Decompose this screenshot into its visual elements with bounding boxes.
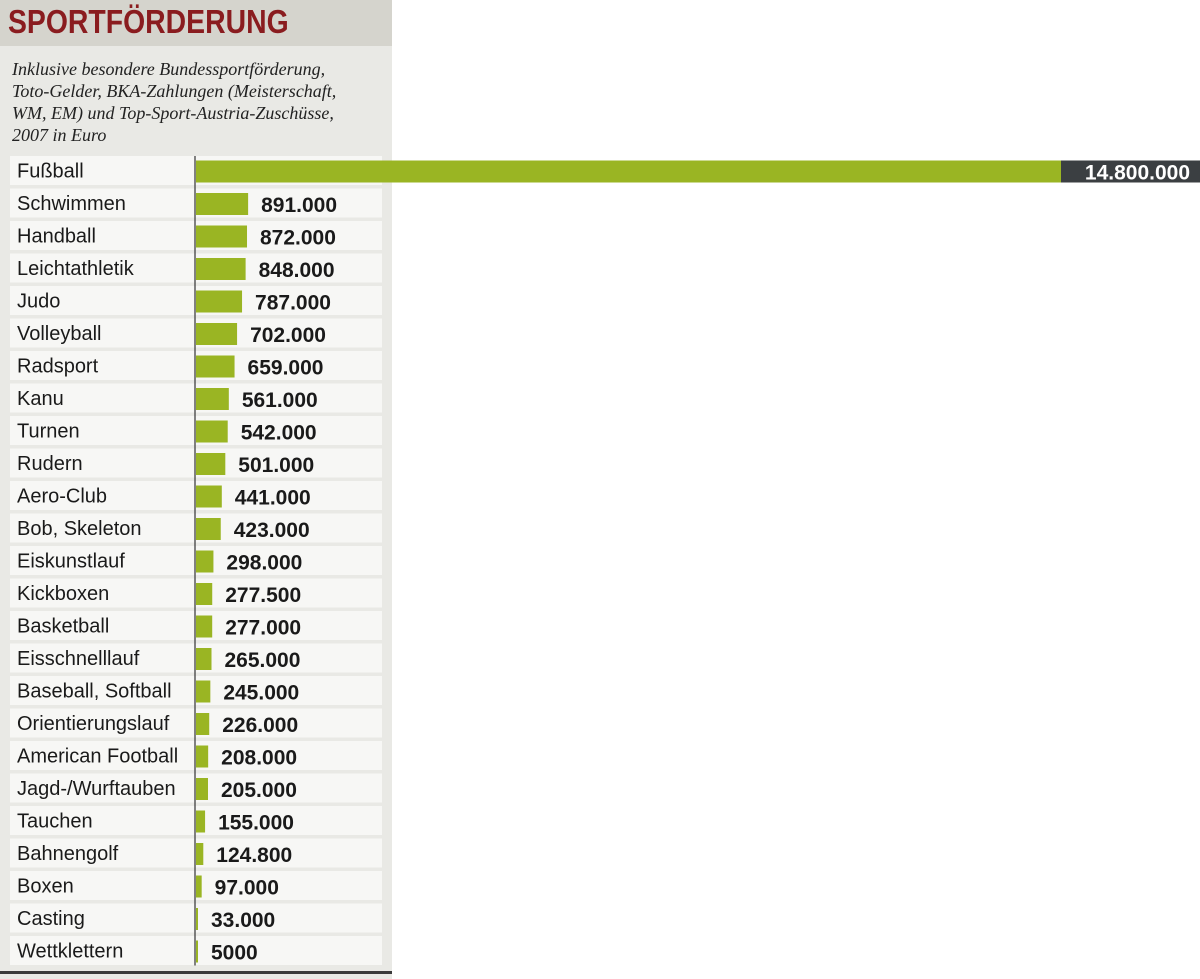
category-label: Judo [17,291,60,313]
category-label: Wettklettern [17,941,123,963]
value-label: 155.000 [218,812,294,835]
category-label: Turnen [17,421,80,443]
bar [196,583,213,605]
bar [196,615,213,638]
value-label: 787.000 [255,292,331,315]
category-label: Eisschnelllauf [17,648,140,670]
bar [196,420,228,443]
value-label: 277.000 [225,617,301,640]
chart-subtitle: Inklusive besondere Bundessportförderung… [12,58,392,146]
category-label: Tauchen [17,811,93,833]
title-bar: SPORTFÖRDERUNG [0,0,392,46]
value-label: 872.000 [260,227,336,250]
category-label: Aero-Club [17,486,107,508]
category-label: Basketball [17,616,109,638]
value-label: 702.000 [250,324,326,347]
category-label: Eiskunstlauf [17,551,125,573]
bar [196,810,206,833]
bar [196,843,204,865]
category-label: Baseball, Softball [17,681,172,703]
category-label: Orientierungslauf [17,713,170,735]
category-label: Boxen [17,876,74,898]
bar [196,323,238,345]
category-label: Casting [17,908,85,930]
value-label: 208.000 [221,747,297,770]
value-label: 298.000 [226,552,302,575]
bar [196,160,1061,183]
bar [196,778,208,800]
category-label: Radsport [17,356,99,378]
value-label: 33.000 [211,909,275,932]
value-label: 561.000 [242,389,318,412]
subtitle-line: WM, EM) und Top-Sport-Austria-Zuschüsse, [12,103,334,123]
category-label: Fußball [17,161,84,183]
value-box [1061,160,1200,183]
bar [196,550,214,573]
value-label: 265.000 [225,649,301,672]
bar [196,680,211,703]
value-label: 97.000 [215,877,279,900]
bar [196,648,212,670]
value-label: 542.000 [241,422,317,445]
category-label: Handball [17,226,96,248]
category-label: Jagd-/Wurftauben [17,778,176,800]
value-label: 226.000 [222,714,298,737]
category-label: Leichtathletik [17,258,135,280]
value-label: 5000 [211,942,258,965]
bar [196,355,235,378]
bar [196,258,246,280]
bar [196,193,249,215]
value-label: 124.800 [216,844,292,867]
category-label: Schwimmen [17,193,126,215]
category-label: Kickboxen [17,583,109,605]
value-label: 441.000 [235,487,311,510]
bar [196,908,198,930]
bar [196,225,248,248]
bar [196,485,222,508]
category-label: Bob, Skeleton [17,518,142,540]
category-label: Kanu [17,388,64,410]
value-label: 14.800.000 [1085,162,1190,185]
category-label: Rudern [17,453,83,475]
bar [196,290,243,313]
value-label: 205.000 [221,779,297,802]
category-label: Bahnengolf [17,843,119,865]
subtitle-line: 2007 in Euro [12,125,107,145]
value-label: 891.000 [261,194,337,217]
bar [196,713,210,735]
bar [196,875,202,898]
subtitle-line: Toto-Gelder, BKA-Zahlungen (Meisterschaf… [12,81,337,101]
bar [196,940,198,963]
value-label: 848.000 [259,259,335,282]
value-label: 501.000 [238,454,314,477]
bar [196,388,229,410]
chart-title: SPORTFÖRDERUNG [8,3,289,40]
value-label: 245.000 [223,682,299,705]
bottom-rule [0,971,392,974]
category-label: American Football [17,746,178,768]
value-label: 659.000 [248,357,324,380]
value-label: 277.500 [225,584,301,607]
subtitle-line: Inklusive besondere Bundessportförderung… [12,59,326,79]
bar [196,518,221,540]
bar [196,453,226,475]
category-label: Volleyball [17,323,102,345]
value-label: 423.000 [234,519,310,542]
bar [196,745,209,768]
